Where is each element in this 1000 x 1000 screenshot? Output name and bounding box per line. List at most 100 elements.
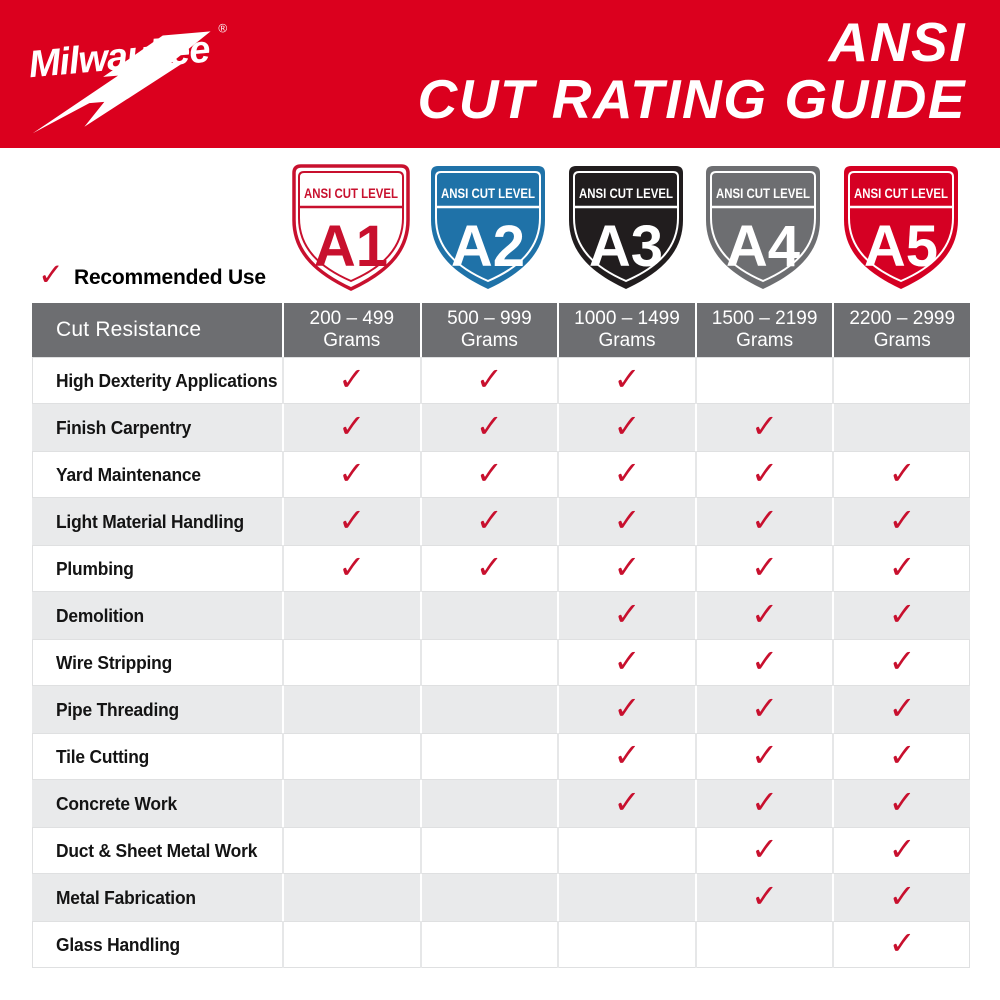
grams-range: 200 – 499 — [309, 308, 395, 329]
row-label: Metal Fabrication — [56, 886, 196, 908]
check-cell-a5: ✓ — [832, 921, 970, 968]
table-row: Concrete Work ✓ ✓ ✓ — [32, 780, 970, 827]
grams-unit: Grams — [323, 330, 381, 351]
check-icon: ✓ — [751, 406, 778, 445]
title-line-1: ANSI — [828, 11, 966, 73]
check-cell-a4: ✓ — [694, 733, 833, 780]
shield-level-text: A2 — [451, 214, 525, 279]
check-icon: ✓ — [338, 453, 366, 492]
check-icon: ✓ — [888, 923, 916, 962]
row-label-cell: Wire Stripping — [32, 639, 282, 686]
check-icon: ✓ — [888, 735, 916, 774]
check-cell-a5: ✓ — [832, 780, 970, 827]
check-cell-a1 — [282, 874, 420, 921]
check-icon: ✓ — [613, 782, 641, 821]
check-cell-a2 — [419, 733, 558, 780]
check-cell-a1: ✓ — [282, 498, 420, 545]
check-icon: ✓ — [751, 688, 778, 727]
check-cell-a4: ✓ — [694, 592, 833, 639]
check-cell-a5: ✓ — [832, 733, 970, 780]
check-cell-a5: ✓ — [832, 545, 970, 592]
check-icon: ✓ — [751, 782, 778, 821]
check-cell-a2: ✓ — [419, 498, 558, 545]
row-label-cell: Pipe Threading — [32, 686, 282, 733]
check-cell-a2 — [419, 921, 558, 968]
check-cell-a5 — [832, 357, 970, 404]
check-cell-a5 — [832, 404, 970, 451]
check-cell-a1 — [282, 686, 420, 733]
table-row: High Dexterity Applications ✓ ✓ ✓ — [32, 357, 970, 404]
table-row: Demolition ✓ ✓ ✓ — [32, 592, 970, 639]
check-cell-a4: ✓ — [694, 780, 833, 827]
ansi-cut-level-a5-shield: ANSI CUT LEVEL A5 — [836, 161, 966, 295]
check-cell-a2: ✓ — [419, 545, 558, 592]
check-icon: ✓ — [888, 547, 916, 586]
check-cell-a1 — [282, 733, 420, 780]
check-icon: ✓ — [888, 829, 916, 868]
grams-unit: Grams — [873, 330, 931, 351]
check-icon: ✓ — [888, 500, 916, 539]
header-banner: Milwaukee ® ANSI CUT RATING GUIDE — [0, 0, 1000, 148]
check-icon: ✓ — [888, 641, 916, 680]
row-label: Concrete Work — [56, 792, 177, 814]
ansi-cut-level-a4-shield: ANSI CUT LEVEL A4 — [698, 161, 828, 295]
check-icon: ✓ — [888, 876, 916, 915]
table-row: Pipe Threading ✓ ✓ ✓ — [32, 686, 970, 733]
check-icon: ✓ — [613, 594, 641, 633]
table-row: Finish Carpentry ✓ ✓ ✓ ✓ — [32, 404, 970, 451]
check-icon: ✓ — [751, 735, 778, 774]
row-label-cell: Light Material Handling — [32, 498, 282, 545]
title-line-2: CUT RATING GUIDE — [417, 68, 966, 131]
check-cell-a1: ✓ — [282, 545, 420, 592]
check-cell-a5: ✓ — [832, 639, 970, 686]
check-cell-a3: ✓ — [557, 639, 695, 686]
row-label: Pipe Threading — [56, 698, 179, 720]
grams-range: 500 – 999 — [447, 308, 532, 329]
check-cell-a4 — [694, 357, 833, 404]
shield-level-text: A1 — [314, 214, 388, 279]
ansi-cut-level-a1-shield: ANSI CUT LEVEL A1 — [286, 161, 416, 295]
check-cell-a5: ✓ — [832, 874, 970, 921]
check-cell-a3: ✓ — [557, 404, 695, 451]
shield-band-label: ANSI CUT LEVEL — [716, 185, 810, 201]
grams-range: 1000 – 1499 — [574, 308, 680, 329]
check-cell-a4: ✓ — [694, 639, 833, 686]
check-cell-a3: ✓ — [557, 686, 695, 733]
check-cell-a3: ✓ — [557, 498, 695, 545]
check-icon: ✓ — [751, 594, 778, 633]
check-icon: ✓ — [475, 547, 503, 586]
ansi-cut-level-a2-shield: ANSI CUT LEVEL A2 — [423, 161, 553, 295]
check-icon: ✓ — [613, 453, 641, 492]
check-cell-a2: ✓ — [419, 451, 558, 498]
check-icon: ✓ — [751, 829, 778, 868]
grams-range: 1500 – 2199 — [711, 308, 818, 329]
check-icon: ✓ — [613, 547, 641, 586]
row-label-cell: Duct & Sheet Metal Work — [32, 827, 282, 874]
check-icon: ✓ — [38, 257, 64, 293]
check-icon: ✓ — [338, 500, 366, 539]
check-cell-a1: ✓ — [282, 404, 420, 451]
row-label-cell: Finish Carpentry — [32, 404, 282, 451]
check-icon: ✓ — [613, 641, 641, 680]
column-header-cut-resistance: Cut Resistance — [56, 318, 202, 341]
check-icon: ✓ — [613, 359, 641, 398]
row-label-cell: High Dexterity Applications — [32, 357, 282, 404]
check-icon: ✓ — [888, 688, 916, 727]
check-cell-a2 — [419, 686, 558, 733]
milwaukee-logo: Milwaukee ® — [27, 21, 228, 134]
check-icon: ✓ — [338, 547, 366, 586]
grams-unit: Grams — [460, 330, 518, 351]
check-cell-a5: ✓ — [832, 686, 970, 733]
check-cell-a3 — [557, 827, 695, 874]
check-icon: ✓ — [475, 500, 503, 539]
check-cell-a4: ✓ — [694, 827, 833, 874]
row-label: Duct & Sheet Metal Work — [56, 839, 258, 861]
column-header-a1-grams: 200 – 499 Grams — [282, 303, 420, 357]
check-icon: ✓ — [613, 688, 641, 727]
shield-level-text: A4 — [726, 214, 800, 279]
check-cell-a1: ✓ — [282, 451, 420, 498]
row-label-cell: Tile Cutting — [32, 733, 282, 780]
grams-unit: Grams — [736, 330, 794, 351]
legend-label: Recommended Use — [73, 265, 266, 289]
table-row: Yard Maintenance ✓ ✓ ✓ ✓ ✓ — [32, 451, 970, 498]
